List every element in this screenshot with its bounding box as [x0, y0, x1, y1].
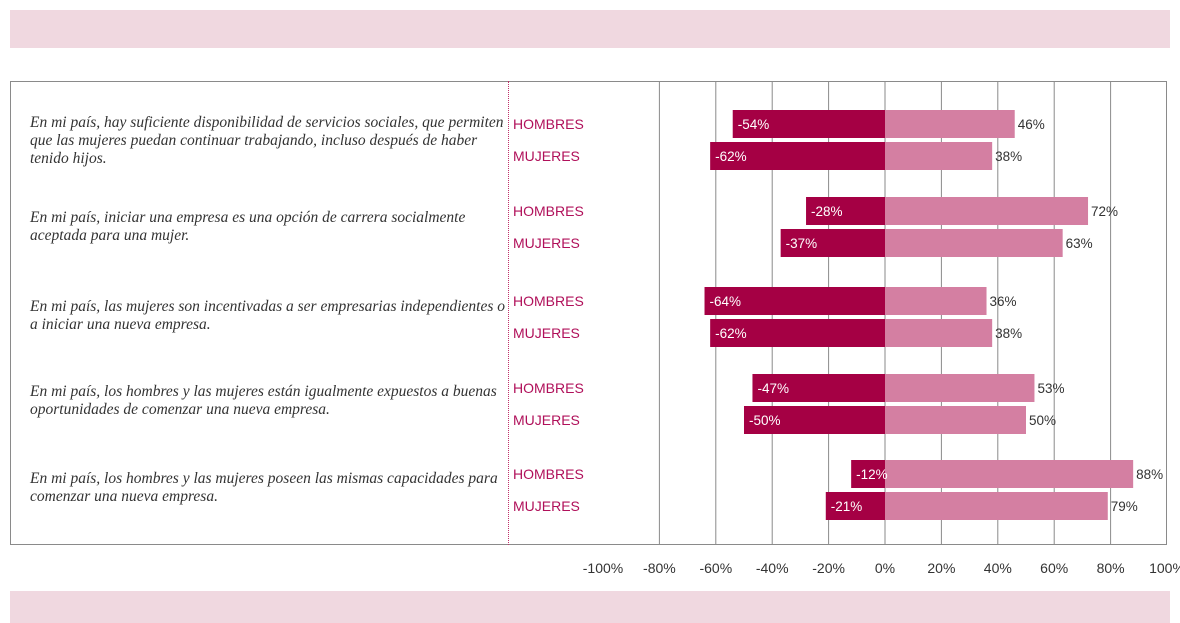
gender-label: HOMBRES	[513, 466, 584, 482]
negative-value-label: -47%	[757, 381, 789, 396]
gender-label: MUJERES	[513, 498, 580, 514]
x-tick-label: 80%	[1097, 560, 1125, 576]
x-tick-label: 20%	[927, 560, 955, 576]
chart-frame	[10, 81, 1167, 545]
positive-value-label: 53%	[1037, 381, 1064, 396]
x-tick-label: 40%	[984, 560, 1012, 576]
positive-bar	[885, 319, 993, 347]
gender-label: HOMBRES	[513, 380, 584, 396]
negative-value-label: -37%	[786, 236, 818, 251]
positive-value-label: 63%	[1066, 236, 1093, 251]
negative-value-label: -62%	[715, 149, 747, 164]
positive-bar	[885, 406, 1026, 434]
positive-bar	[885, 460, 1134, 488]
positive-bar	[885, 492, 1108, 520]
negative-bar	[825, 492, 885, 520]
positive-value-label: 50%	[1029, 413, 1056, 428]
x-tick-label: -60%	[699, 560, 732, 576]
positive-bar	[885, 197, 1089, 225]
question-1: En mi país, hay suficiente disponibilida…	[30, 114, 504, 167]
x-tick-label: 60%	[1040, 560, 1068, 576]
positive-bar	[885, 287, 987, 315]
question-5: En mi país, los hombres y las mujeres po…	[30, 470, 498, 505]
positive-value-label: 72%	[1091, 204, 1118, 219]
x-tick-label: -80%	[643, 560, 676, 576]
positive-value-label: 79%	[1111, 499, 1138, 514]
negative-value-label: -64%	[710, 294, 742, 309]
negative-bar	[851, 460, 885, 488]
negative-value-label: -12%	[856, 467, 888, 482]
gender-label: HOMBRES	[513, 293, 584, 309]
gender-label: MUJERES	[513, 325, 580, 341]
positive-value-label: 46%	[1018, 117, 1045, 132]
question-3: En mi país, las mujeres son incentivadas…	[30, 298, 505, 333]
x-tick-label: 0%	[875, 560, 895, 576]
gender-label: HOMBRES	[513, 116, 584, 132]
positive-bar	[885, 110, 1015, 138]
positive-bar	[885, 229, 1063, 257]
negative-bar	[780, 229, 885, 257]
x-tick-label: -100%	[583, 560, 623, 576]
negative-value-label: -28%	[811, 204, 843, 219]
positive-value-label: 88%	[1136, 467, 1163, 482]
top-band	[10, 10, 1170, 48]
positive-bar	[885, 142, 993, 170]
negative-value-label: -54%	[738, 117, 770, 132]
negative-bar	[752, 374, 885, 402]
negative-bar	[710, 319, 885, 347]
x-tick-label: -20%	[812, 560, 845, 576]
negative-bar	[704, 287, 885, 315]
gender-label: MUJERES	[513, 412, 580, 428]
positive-bar	[885, 374, 1035, 402]
x-tick-label: 100%	[1149, 560, 1180, 576]
negative-value-label: -50%	[749, 413, 781, 428]
negative-bar	[732, 110, 885, 138]
negative-bar	[744, 406, 885, 434]
negative-value-label: -62%	[715, 326, 747, 341]
question-4: En mi país, los hombres y las mujeres es…	[30, 383, 497, 418]
negative-value-label: -21%	[831, 499, 863, 514]
gender-label: HOMBRES	[513, 203, 584, 219]
positive-value-label: 38%	[995, 326, 1022, 341]
bottom-band	[10, 591, 1170, 623]
gender-label: MUJERES	[513, 235, 580, 251]
negative-bar	[710, 142, 885, 170]
label-divider	[508, 81, 509, 545]
negative-bar	[806, 197, 885, 225]
positive-value-label: 36%	[990, 294, 1017, 309]
positive-value-label: 38%	[995, 149, 1022, 164]
question-2: En mi país, iniciar una empresa es una o…	[30, 209, 466, 244]
x-tick-label: -40%	[756, 560, 789, 576]
gender-label: MUJERES	[513, 148, 580, 164]
